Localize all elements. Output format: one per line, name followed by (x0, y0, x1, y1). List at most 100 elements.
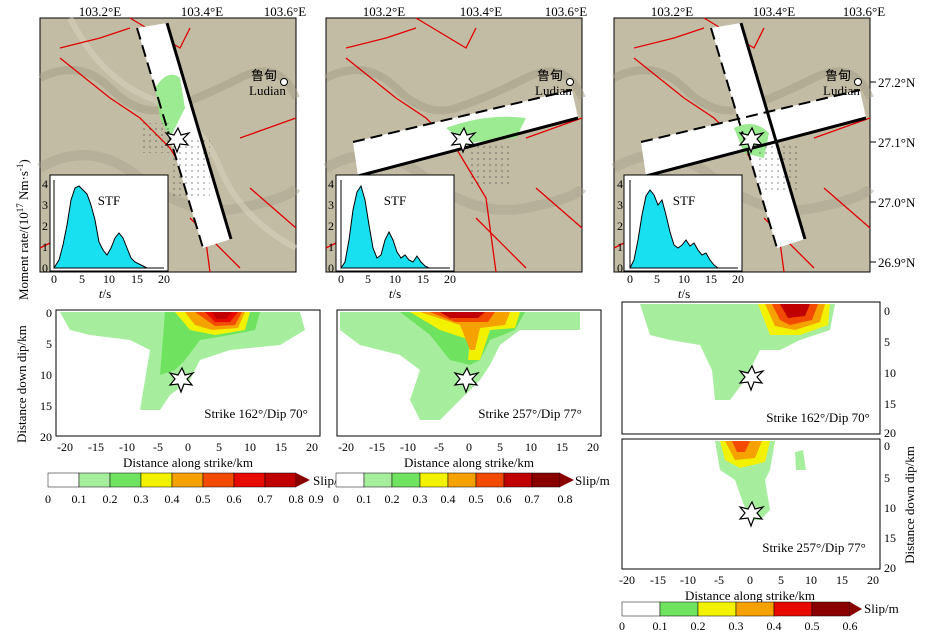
slip-xtick: 15 (836, 573, 848, 587)
stf-ytick: 4 (328, 177, 334, 191)
stf-xtick: 5 (654, 272, 660, 286)
slip-xtick: -10 (119, 440, 135, 454)
slip-panel-c1: Strike 162°/Dip 70° 0 5 10 15 20 (621, 301, 896, 440)
colorbar-tick: 0.5 (196, 492, 211, 506)
stf-xtick: 20 (158, 272, 170, 286)
slip-xtick: 5 (216, 440, 222, 454)
slip-ylabel: Distance down dip/km (14, 325, 29, 443)
stf-xtick: 10 (389, 272, 401, 286)
colorbar-tick: 0.3 (413, 492, 428, 506)
stf-curve (53, 185, 148, 269)
slip-xlabel: Distance along strike/km (404, 455, 534, 470)
slip-xtick: 20 (867, 573, 879, 587)
slip-xtick: 10 (805, 573, 817, 587)
lon-label: 103.4°E (460, 4, 502, 19)
slip-ytick: 10 (40, 368, 52, 382)
slip-ytick: 20 (884, 426, 896, 440)
slip-xtick: 0 (747, 573, 753, 587)
stf-inset-c: STF 0 5 10 15 20 0 1 2 3 4 t/s (617, 174, 744, 301)
colorbar-tick: 0.2 (691, 619, 706, 633)
slip-ytick: 20 (40, 430, 52, 444)
slip-xtick: 15 (556, 440, 568, 454)
stf-title: STF (384, 193, 406, 208)
colorbar-tick: 0 (45, 492, 51, 506)
slip-xtick: -15 (88, 440, 104, 454)
slip-caption: Strike 257°/Dip 77° (478, 406, 582, 421)
colorbar-a: Slip/m 0 0.1 0.2 0.3 0.4 0.5 0.6 0.7 0.8… (45, 472, 348, 506)
colorbar-tick: 0.4 (441, 492, 456, 506)
stf-xtick: 0 (51, 272, 57, 286)
lon-label: 103.6°E (264, 4, 306, 19)
stf-ytick: 1 (617, 240, 623, 254)
lon-label: 103.6°E (545, 4, 587, 19)
stf-curve (340, 184, 430, 269)
slip-xtick: 0 (185, 440, 191, 454)
city-cn-label: 鲁甸 (825, 68, 851, 83)
stf-xtick: 20 (732, 272, 744, 286)
stf-ytick: 0 (328, 261, 334, 275)
slip-ytick: 15 (40, 399, 52, 413)
colorbar-tick: 0.1 (653, 619, 668, 633)
lon-label: 103.2°E (79, 4, 121, 19)
stf-title: STF (98, 193, 120, 208)
stf-xtick: 15 (705, 272, 717, 286)
colorbar-tick: 0 (619, 619, 625, 633)
stf-ytick: 1 (42, 240, 48, 254)
colorbar-tick: 0.4 (767, 619, 782, 633)
slip-ytick: 0 (884, 304, 890, 318)
colorbar-tick: 0.1 (357, 492, 372, 506)
city-en-label: Ludian (535, 83, 572, 98)
colorbar-tick: 0 (333, 492, 339, 506)
slip-ylabel: Distance down dip/km (902, 446, 917, 564)
slip-ytick: 5 (884, 335, 890, 349)
colorbar-tick: 0.8 (289, 492, 304, 506)
lat-label: 27.0°N (878, 195, 916, 210)
stf-ytick: 4 (42, 177, 48, 191)
stf-curve (629, 189, 720, 269)
slip-xtick: 5 (497, 440, 503, 454)
slip-xtick: 10 (244, 440, 256, 454)
lon-label: 103.4°E (181, 4, 223, 19)
lat-label: 26.9°N (878, 255, 916, 270)
stf-ytick: 4 (617, 177, 623, 191)
stf-ytick: 0 (42, 261, 48, 275)
lon-label: 103.6°E (843, 4, 885, 19)
stf-xlabel: t/s (389, 286, 401, 301)
colorbar-tick: 0.2 (103, 492, 118, 506)
colorbar-tick: 0.6 (227, 492, 242, 506)
slip-panel-a: Strike 162°/Dip 70° -20 -15 -10 -5 0 5 1… (14, 306, 321, 470)
slip-caption: Strike 162°/Dip 70° (766, 410, 870, 425)
stf-ytick: 2 (328, 219, 334, 233)
colorbar-tick: 0.5 (469, 492, 484, 506)
stf-xlabel: t/s (678, 286, 690, 301)
slip-xtick: 20 (306, 440, 318, 454)
colorbar-label: Slip/m (575, 473, 610, 488)
stf-ytick: 0 (617, 261, 623, 275)
colorbar-tick: 0.6 (497, 492, 512, 506)
colorbar-b: Slip/m 0 0.1 0.2 0.3 0.4 0.5 0.6 0.7 0.8 (333, 472, 610, 506)
stf-xtick: 5 (365, 272, 371, 286)
slip-xlabel: Distance along strike/km (685, 588, 815, 603)
stf-inset-b: STF 0 5 10 15 20 0 1 2 3 4 t/s (328, 174, 456, 301)
slip-xtick: 15 (275, 440, 287, 454)
stf-ylabel: Moment rate/(1017 Nm·s-1) (15, 159, 31, 300)
slip-ytick: 10 (884, 366, 896, 380)
stf-xtick: 15 (131, 272, 143, 286)
slip-ytick: 0 (46, 306, 52, 320)
lon-label: 103.2°E (651, 4, 693, 19)
colorbar-tick: 0.8 (558, 492, 573, 506)
colorbar-c: Slip/m 0 0.1 0.2 0.3 0.4 0.5 0.6 (619, 601, 899, 633)
stf-ytick: 3 (617, 198, 623, 212)
slip-xtick: -15 (369, 440, 385, 454)
colorbar-tick: 0.4 (165, 492, 180, 506)
stf-ytick: 2 (617, 219, 623, 233)
stf-xtick: 5 (79, 272, 85, 286)
slip-ytick: 15 (884, 531, 896, 545)
stf-xtick: 20 (444, 272, 456, 286)
slip-xtick: -20 (338, 440, 354, 454)
stf-xlabel: t/s (99, 286, 111, 301)
colorbar-label: Slip/m (864, 601, 899, 616)
slip-ytick: 20 (884, 561, 896, 575)
slip-xtick: 20 (587, 440, 599, 454)
stf-xtick: 10 (103, 272, 115, 286)
